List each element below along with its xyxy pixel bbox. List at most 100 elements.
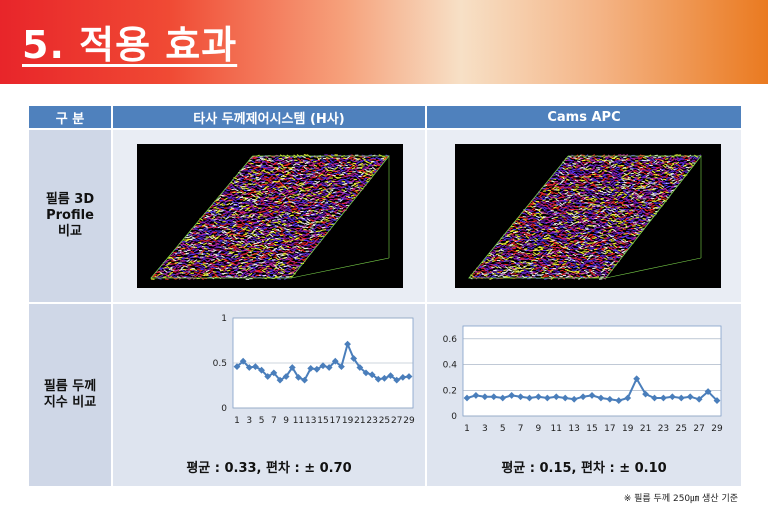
- profile-trace: [535, 222, 538, 223]
- profile-trace: [300, 236, 303, 238]
- profile-trace: [312, 225, 315, 226]
- profile-trace: [313, 161, 316, 162]
- profile-trace: [214, 266, 217, 267]
- profile-trace: [579, 252, 582, 253]
- profile-trace: [326, 209, 329, 210]
- profile-trace: [233, 188, 236, 189]
- profile-trace: [620, 201, 623, 202]
- profile-trace: [533, 206, 536, 207]
- profile-trace: [540, 218, 543, 219]
- profile-trace: [254, 245, 257, 246]
- profile-trace: [618, 250, 621, 251]
- profile-trace: [291, 193, 294, 194]
- profile-trace: [489, 266, 492, 267]
- profile-trace: [181, 254, 184, 256]
- profile-trace: [305, 217, 308, 218]
- profile-trace: [564, 241, 567, 242]
- profile-trace: [538, 259, 541, 260]
- profile-trace: [273, 257, 276, 258]
- profile-trace: [577, 216, 580, 217]
- profile-trace: [216, 235, 219, 236]
- profile-trace: [181, 266, 184, 268]
- profile-trace: [198, 267, 201, 268]
- profile-trace: [360, 178, 363, 179]
- profile-trace: [205, 220, 208, 221]
- profile-trace: [676, 183, 679, 184]
- profile-trace: [337, 195, 340, 196]
- profile-trace: [278, 224, 281, 226]
- profile-trace: [518, 235, 521, 236]
- profile-trace: [614, 237, 617, 238]
- profile-trace: [599, 208, 602, 209]
- profile-trace: [274, 197, 277, 198]
- profile-trace: [307, 197, 310, 198]
- profile-trace: [601, 243, 604, 245]
- profile-trace: [300, 198, 303, 199]
- profile-trace: [526, 236, 529, 238]
- profile-trace: [311, 210, 314, 211]
- profile-trace: [339, 171, 342, 173]
- profile-trace: [205, 229, 208, 231]
- profile-trace: [331, 155, 334, 156]
- profile-trace: [527, 275, 530, 276]
- profile-trace: [511, 230, 514, 231]
- profile-trace: [635, 232, 638, 233]
- profile-trace: [282, 238, 285, 239]
- profile-trace: [255, 210, 258, 211]
- profile-trace: [223, 276, 227, 277]
- profile-trace: [301, 222, 304, 223]
- profile-trace: [560, 270, 563, 271]
- profile-trace: [242, 223, 245, 225]
- profile-trace: [495, 258, 498, 259]
- profile-trace: [266, 214, 269, 216]
- profile-trace: [326, 221, 329, 222]
- profile-trace: [259, 223, 262, 224]
- profile-trace: [294, 254, 297, 255]
- profile-trace: [280, 244, 283, 245]
- profile-trace: [304, 231, 307, 232]
- profile-trace: [546, 276, 549, 277]
- profile-trace: [638, 202, 641, 203]
- profile-trace: [306, 203, 309, 204]
- profile-trace: [613, 182, 616, 183]
- profile-trace: [564, 244, 567, 246]
- profile-trace: [642, 201, 645, 202]
- profile-trace: [369, 155, 372, 156]
- profile-trace: [368, 160, 371, 161]
- profile-trace: [321, 198, 324, 199]
- profile-trace: [571, 274, 574, 275]
- profile-trace: [272, 229, 275, 230]
- profile-trace: [541, 235, 544, 237]
- profile-trace: [571, 189, 574, 190]
- profile-trace: [234, 218, 237, 221]
- profile-trace: [225, 268, 228, 269]
- profile-trace: [608, 222, 611, 224]
- profile-trace: [652, 205, 655, 206]
- profile-trace: [509, 240, 512, 241]
- profile-trace: [224, 210, 227, 211]
- profile-trace: [306, 162, 309, 163]
- profile-trace: [209, 276, 213, 277]
- profile-trace: [576, 187, 579, 188]
- profile-trace: [357, 162, 360, 163]
- profile-trace: [477, 275, 480, 277]
- profile-trace: [321, 177, 324, 178]
- profile-trace: [249, 180, 252, 181]
- profile-trace: [169, 259, 172, 260]
- profile-trace: [294, 236, 297, 237]
- profile-trace: [255, 262, 258, 263]
- profile-trace: [639, 204, 642, 205]
- profile-trace: [313, 203, 316, 205]
- profile-trace: [270, 201, 273, 202]
- profile-trace: [226, 200, 229, 202]
- profile-trace: [532, 266, 535, 267]
- profile-trace: [586, 243, 589, 244]
- profile-trace: [550, 249, 553, 250]
- profile-trace: [587, 195, 590, 196]
- profile-trace: [307, 241, 310, 242]
- profile-trace: [349, 171, 352, 172]
- profile-trace: [240, 243, 243, 244]
- profile-trace: [579, 200, 582, 201]
- profile-trace: [557, 206, 560, 208]
- profile-trace: [231, 223, 234, 224]
